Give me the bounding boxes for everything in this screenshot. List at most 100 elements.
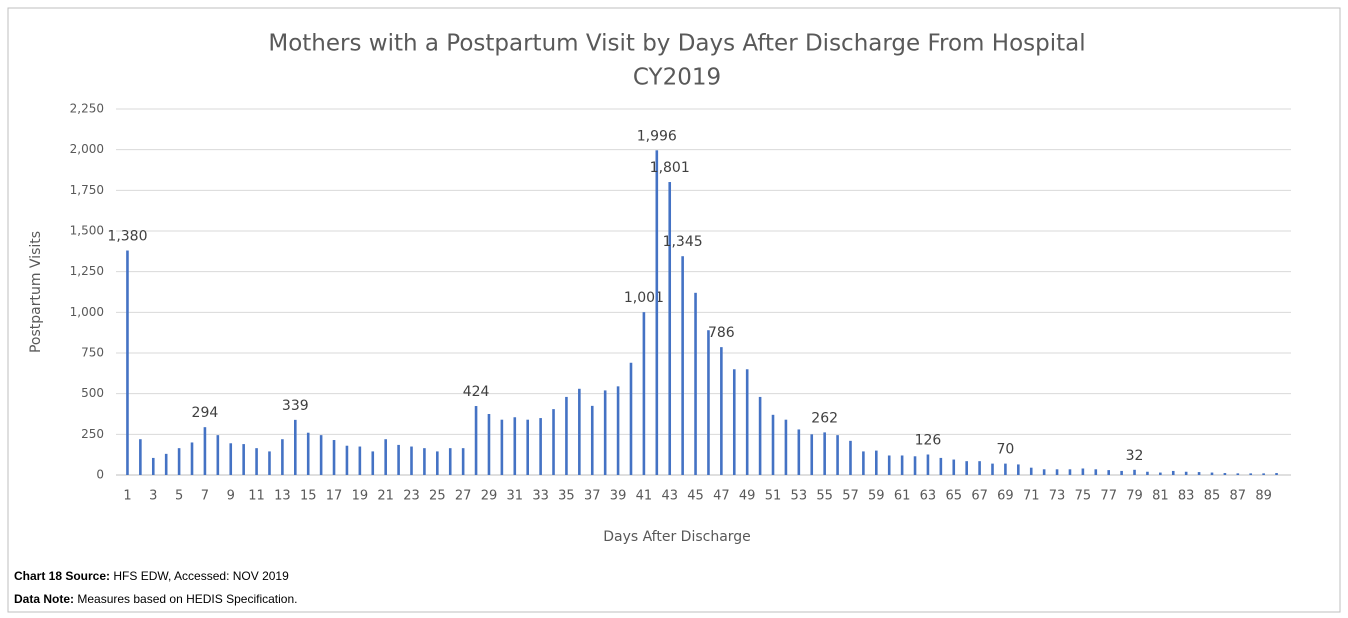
bar <box>242 444 245 475</box>
bar <box>203 427 207 475</box>
bar <box>1004 463 1007 475</box>
y-axis-label: Postpartum Visits <box>28 231 44 353</box>
x-tick-label: 27 <box>455 489 472 504</box>
bar <box>965 461 968 475</box>
bar <box>177 448 181 475</box>
data-label: 1,001 <box>624 290 664 306</box>
note-label: Data Note: <box>14 592 74 606</box>
x-tick-label: 41 <box>636 489 653 504</box>
bar <box>190 442 194 475</box>
x-tick-label: 73 <box>1049 489 1066 504</box>
bar <box>590 405 594 475</box>
footer-line: Data Note: Measures based on HEDIS Speci… <box>14 592 297 606</box>
note: Measures based on HEDIS Specification. <box>77 592 297 606</box>
bar <box>319 435 323 475</box>
bar <box>500 419 504 475</box>
bar <box>229 443 233 475</box>
bar <box>1133 469 1136 475</box>
chart-frame <box>7 7 1341 613</box>
bar <box>862 451 865 475</box>
x-tick-label: 1 <box>123 489 131 504</box>
bar <box>926 454 930 475</box>
data-label: 70 <box>996 442 1014 458</box>
bar <box>1262 473 1265 475</box>
bar <box>565 396 568 475</box>
x-tick-label: 39 <box>610 489 627 504</box>
bar <box>978 461 981 475</box>
bar <box>358 446 362 475</box>
x-tick-label: 33 <box>532 489 549 504</box>
x-tick-label: 5 <box>175 489 183 504</box>
bar <box>423 448 426 475</box>
bar <box>461 448 465 475</box>
y-tick-label: 750 <box>81 346 104 360</box>
bar <box>410 446 413 475</box>
x-tick-label: 23 <box>403 489 420 504</box>
data-label: 32 <box>1126 448 1144 464</box>
data-label: 262 <box>811 410 838 426</box>
bar <box>436 451 439 475</box>
bar <box>887 455 891 475</box>
bar <box>1171 470 1175 475</box>
x-tick-label: 49 <box>739 489 756 504</box>
bar <box>281 439 284 475</box>
x-tick-label: 59 <box>868 489 885 504</box>
bar <box>345 445 349 475</box>
bar <box>294 419 297 475</box>
bar <box>255 448 258 475</box>
data-label: 339 <box>282 398 309 414</box>
y-tick-label: 1,750 <box>70 183 104 197</box>
bar <box>771 414 775 475</box>
data-label: 1,996 <box>637 128 677 144</box>
bar <box>1275 473 1278 475</box>
x-tick-label: 87 <box>1230 489 1247 504</box>
bar <box>707 330 710 475</box>
x-tick-label: 13 <box>274 489 291 504</box>
x-tick-label: 61 <box>894 489 911 504</box>
x-tick-label: 17 <box>326 489 343 504</box>
data-label: 1,345 <box>663 234 703 250</box>
bar <box>139 439 142 475</box>
x-tick-label: 77 <box>1100 489 1117 504</box>
bar <box>552 409 555 475</box>
bar <box>474 406 478 475</box>
bar <box>1081 468 1085 475</box>
y-tick-label: 1,500 <box>70 224 104 238</box>
x-tick-label: 79 <box>1126 489 1143 504</box>
x-tick-label: 71 <box>1023 489 1040 504</box>
data-label: 424 <box>463 384 490 400</box>
x-tick-label: 21 <box>377 489 394 504</box>
bar <box>797 429 801 475</box>
bar <box>823 432 826 475</box>
x-tick-label: 57 <box>842 489 859 504</box>
bar <box>603 390 607 475</box>
bar <box>539 418 542 475</box>
data-label: 1,801 <box>650 160 690 176</box>
x-tick-label: 81 <box>1152 489 1169 504</box>
bar <box>578 388 581 475</box>
bar <box>332 440 336 475</box>
bar <box>164 453 168 475</box>
bar <box>732 369 736 475</box>
bar <box>836 435 839 475</box>
y-tick-label: 1,250 <box>70 264 104 278</box>
x-tick-label: 43 <box>661 489 678 504</box>
bar <box>900 455 904 475</box>
y-tick-label: 500 <box>81 386 104 400</box>
bar <box>668 182 672 475</box>
bar <box>939 457 943 475</box>
chart-title: Mothers with a Postpartum Visit by Days … <box>268 31 1085 57</box>
x-tick-label: 55 <box>816 489 833 504</box>
x-axis-label: Days After Discharge <box>603 529 751 545</box>
x-tick-label: 67 <box>971 489 988 504</box>
bar <box>1249 473 1253 475</box>
bar <box>1055 469 1059 475</box>
x-tick-label: 9 <box>227 489 235 504</box>
bar <box>616 386 620 475</box>
x-tick-label: 83 <box>1178 489 1195 504</box>
data-label: 1,380 <box>107 229 147 245</box>
y-tick-label: 1,000 <box>70 305 104 319</box>
x-tick-label: 65 <box>945 489 962 504</box>
bar <box>526 419 529 475</box>
bar <box>952 459 956 475</box>
